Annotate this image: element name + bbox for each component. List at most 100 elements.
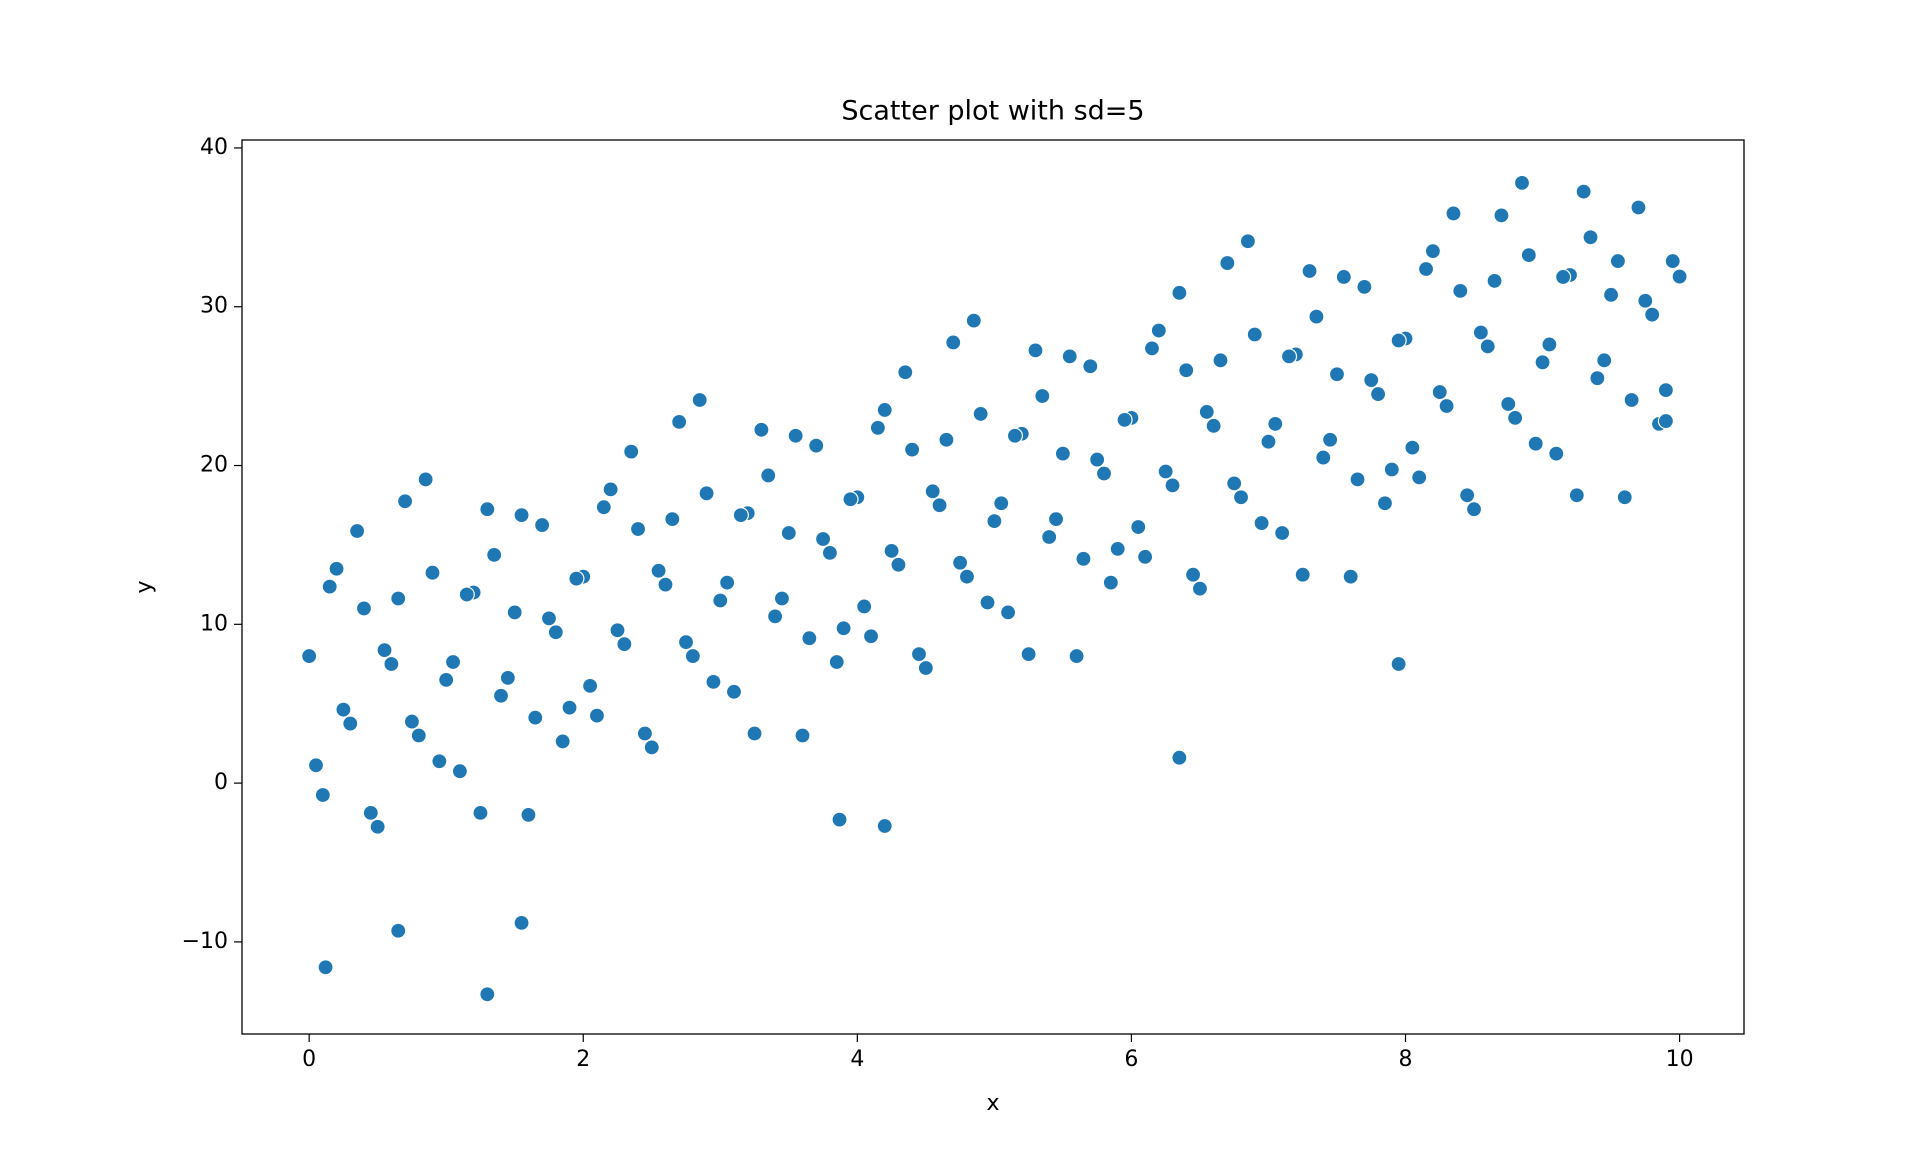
- scatter-point: [1657, 381, 1674, 399]
- scatter-point: [390, 922, 407, 939]
- scatter-point: [1390, 655, 1407, 673]
- scatter-point: [691, 391, 708, 409]
- scatter-point: [938, 431, 955, 448]
- scatter-point: [1171, 749, 1188, 766]
- scatter-point: [890, 556, 907, 573]
- scatter-point: [479, 501, 496, 518]
- scatter-point: [1534, 354, 1551, 371]
- scatter-point: [486, 546, 503, 563]
- scatter-point: [362, 804, 379, 821]
- scatter-point: [1102, 574, 1119, 591]
- scatter-point: [349, 522, 366, 540]
- scatter-point: [1047, 511, 1065, 528]
- scatter-point: [643, 739, 660, 756]
- scatter-point: [657, 576, 674, 593]
- scatter-point: [444, 653, 462, 671]
- scatter-point: [588, 707, 606, 724]
- scatter-point: [1623, 391, 1640, 409]
- scatter-point: [1041, 528, 1058, 546]
- scatter-point: [1671, 268, 1688, 285]
- scatter-point: [568, 570, 585, 587]
- scatter-point: [1411, 469, 1428, 486]
- y-axis-label: y: [132, 580, 157, 593]
- scatter-point: [396, 493, 414, 510]
- scatter-point: [1596, 352, 1613, 369]
- scatter-point: [410, 727, 427, 744]
- scatter-point: [780, 524, 797, 542]
- scatter-point: [1541, 336, 1558, 353]
- scatter-point: [773, 590, 791, 607]
- scatter-point: [1191, 580, 1209, 597]
- scatter-point: [595, 499, 612, 516]
- scatter-point: [1308, 308, 1325, 325]
- scatter-point: [1609, 252, 1627, 270]
- scatter-point: [979, 594, 996, 611]
- scatter-point: [1417, 260, 1435, 278]
- y-tick-label: 10: [200, 611, 228, 636]
- scatter-point: [547, 624, 564, 641]
- scatter-point: [1452, 282, 1469, 299]
- scatter-point: [1301, 262, 1318, 280]
- scatter-point: [1664, 252, 1681, 270]
- y-tick-label: 0: [214, 770, 228, 795]
- scatter-point: [1061, 348, 1078, 365]
- x-tick-label: 6: [1124, 1047, 1138, 1072]
- scatter-point: [1575, 183, 1592, 200]
- scatter-point: [1431, 383, 1448, 401]
- scatter-point: [520, 806, 537, 823]
- scatter-point: [1602, 286, 1620, 303]
- scatter-point: [698, 485, 715, 502]
- scatter-point: [746, 725, 763, 742]
- y-tick-label: 40: [200, 135, 228, 160]
- scatter-point: [1157, 463, 1174, 480]
- scatter-point: [1137, 548, 1154, 565]
- points-layer: [301, 174, 1688, 1003]
- scatter-point: [1349, 471, 1366, 488]
- scatter-point: [965, 312, 982, 329]
- scatter-point: [1280, 348, 1298, 365]
- scatter-point: [499, 669, 516, 687]
- scatter-point: [705, 673, 722, 690]
- scatter-point: [876, 401, 893, 419]
- scatter-point: [328, 560, 345, 577]
- scatter-point: [1438, 397, 1455, 415]
- scatter-point: [794, 727, 811, 744]
- scatter-point: [1486, 272, 1503, 290]
- scatter-point: [527, 709, 544, 726]
- scatter-point: [314, 786, 331, 804]
- scatter-point: [1356, 278, 1373, 295]
- scatter-point: [1390, 332, 1407, 349]
- scatter-point: [390, 590, 407, 607]
- scatter-point: [1226, 475, 1243, 492]
- scatter-point: [1363, 372, 1380, 389]
- scatter-point: [1582, 229, 1599, 246]
- scatter-point: [321, 578, 338, 595]
- scatter-point: [883, 542, 900, 559]
- scatter-point: [924, 483, 941, 500]
- scatter-point: [1404, 439, 1421, 456]
- scatter-point: [1507, 409, 1524, 426]
- scatter-point: [1130, 518, 1147, 536]
- x-tick-label: 8: [1399, 1047, 1413, 1072]
- scatter-point: [1589, 370, 1606, 387]
- scatter-point: [403, 713, 421, 730]
- scatter-point: [1171, 284, 1188, 301]
- scatter-point: [1143, 340, 1161, 357]
- scatter-point: [1328, 366, 1346, 383]
- scatter-point: [623, 443, 640, 460]
- scatter-point: [540, 610, 558, 627]
- y-tick-label: 20: [200, 453, 228, 478]
- scatter-point: [472, 804, 489, 821]
- x-tick-label: 10: [1666, 1047, 1694, 1072]
- scatter-point: [609, 622, 626, 639]
- scatter-point: [513, 507, 530, 524]
- scatter-point: [1465, 501, 1483, 518]
- scatter-point: [1205, 417, 1222, 434]
- scatter-point: [808, 437, 825, 454]
- scatter-point: [1027, 342, 1044, 359]
- scatter-point: [1315, 449, 1332, 466]
- scatter-point: [684, 647, 701, 665]
- scatter-point: [1513, 174, 1531, 191]
- scatter-point: [814, 530, 832, 548]
- scatter-point: [821, 544, 839, 561]
